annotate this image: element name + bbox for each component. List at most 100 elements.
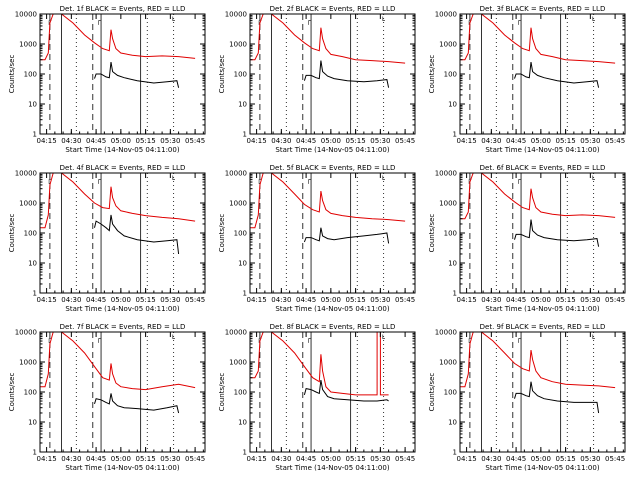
x-tick-label: 05:45	[185, 455, 205, 463]
x-tick-label: 05:30	[580, 137, 600, 145]
x-tick-label: 05:30	[370, 455, 390, 463]
y-tick-label: 10	[238, 260, 247, 268]
series-lld	[250, 14, 406, 64]
y-tick-label: 100	[24, 71, 37, 79]
x-tick-label: 05:30	[580, 296, 600, 304]
y-tick-label: 1	[453, 131, 457, 139]
series-events	[514, 381, 600, 414]
y-tick-label: 10	[448, 101, 457, 109]
plot-frame	[459, 13, 626, 135]
marker-glyph: └	[381, 16, 386, 25]
series-events	[94, 214, 180, 255]
x-tick-label: 05:15	[556, 296, 576, 304]
y-tick-label: 1000	[229, 41, 247, 49]
y-tick-label: 10	[448, 419, 457, 427]
series-lld	[40, 173, 196, 229]
panel-title: Det. 6f BLACK = Events, RED = LLD	[480, 164, 606, 172]
x-axis-label: Start Time (14-Nov-05 04:11:00)	[275, 146, 389, 154]
y-tick-label: 100	[444, 230, 457, 238]
x-tick-label: 05:45	[395, 455, 415, 463]
panel-title: Det. 5f BLACK = Events, RED = LLD	[270, 164, 396, 172]
x-tick-label: 04:15	[457, 296, 477, 304]
series-lld	[460, 332, 616, 389]
plot-frame	[39, 331, 206, 453]
y-tick-label: 1000	[439, 41, 457, 49]
y-tick-label: 100	[24, 230, 37, 238]
marker-glyph: ┌	[96, 176, 101, 184]
panel-det-9f: ┌ ┌ └ 1 10 100 1000 10000 04:15 04:30 04:45 05:00 05…	[428, 323, 626, 472]
marker-glyph: ┌	[467, 335, 472, 343]
y-tick-label: 1	[243, 290, 247, 298]
x-tick-label: 04:45	[506, 296, 526, 304]
marker-glyph: └	[171, 334, 176, 343]
x-tick-label: 05:00	[321, 137, 341, 145]
y-tick-label: 1000	[19, 200, 37, 208]
y-tick-label: 10000	[435, 11, 457, 19]
x-axis-label: Start Time (14-Nov-05 04:11:00)	[65, 146, 179, 154]
y-tick-label: 10000	[225, 11, 247, 19]
panel-title: Det. 8f BLACK = Events, RED = LLD	[270, 323, 396, 331]
y-tick-label: 100	[24, 389, 37, 397]
x-tick-label: 05:15	[136, 137, 156, 145]
x-tick-label: 05:00	[531, 137, 551, 145]
marker-glyph: └	[171, 16, 176, 25]
marker-glyph: ┌	[47, 176, 52, 184]
panel-title: Det. 2f BLACK = Events, RED = LLD	[270, 5, 396, 13]
series-lld	[460, 14, 616, 64]
x-tick-label: 05:45	[605, 455, 625, 463]
x-axis-label: Start Time (14-Nov-05 04:11:00)	[275, 305, 389, 313]
x-tick-label: 04:15	[457, 455, 477, 463]
x-tick-label: 04:45	[86, 455, 106, 463]
y-tick-label: 100	[234, 71, 247, 79]
panel-title: Det. 4f BLACK = Events, RED = LLD	[60, 164, 186, 172]
series-events	[303, 60, 390, 88]
x-tick-label: 04:30	[271, 455, 291, 463]
x-tick-label: 05:15	[556, 455, 576, 463]
x-tick-label: 04:15	[37, 455, 57, 463]
y-axis-label: Counts/sec	[8, 214, 16, 253]
x-tick-label: 05:30	[580, 455, 600, 463]
y-axis-label: Counts/sec	[218, 373, 226, 412]
x-tick-label: 04:30	[61, 296, 81, 304]
y-tick-label: 100	[444, 71, 457, 79]
y-tick-label: 10000	[15, 170, 37, 178]
panel-det-5f: ┌ ┌ └ 1 10 100 1000 10000 04:15 04:30 04:45 05:00 05…	[218, 164, 416, 313]
x-tick-label: 05:45	[605, 137, 625, 145]
x-tick-label: 04:45	[296, 455, 316, 463]
marker-glyph: └	[591, 16, 596, 25]
y-tick-label: 10	[238, 419, 247, 427]
marker-glyph: └	[171, 175, 176, 184]
panel-title: Det. 1f BLACK = Events, RED = LLD	[60, 5, 186, 13]
y-tick-label: 1	[243, 449, 247, 457]
x-tick-label: 04:45	[506, 137, 526, 145]
x-tick-label: 05:45	[185, 296, 205, 304]
panel-det-8f: ┌ ┌ └ 1 10 100 1000 10000 04:15 04:30 04:45 05:00 05…	[218, 323, 416, 472]
series-events	[94, 393, 180, 414]
marker-glyph: ┌	[306, 17, 311, 25]
series-events	[303, 380, 389, 402]
x-tick-label: 05:00	[531, 455, 551, 463]
y-tick-label: 1	[453, 290, 457, 298]
y-tick-label: 1000	[19, 41, 37, 49]
y-tick-label: 100	[444, 389, 457, 397]
marker-glyph: ┌	[96, 335, 101, 343]
x-tick-label: 04:45	[296, 296, 316, 304]
marker-glyph: └	[591, 175, 596, 184]
x-tick-label: 04:30	[481, 296, 501, 304]
x-axis-label: Start Time (14-Nov-05 04:11:00)	[485, 305, 599, 313]
x-tick-label: 04:45	[86, 137, 106, 145]
marker-glyph: └	[591, 334, 596, 343]
y-tick-label: 10	[238, 101, 247, 109]
plot-frame	[39, 13, 206, 135]
y-tick-label: 10000	[15, 329, 37, 337]
y-tick-label: 10	[448, 260, 457, 268]
x-axis-label: Start Time (14-Nov-05 04:11:00)	[485, 464, 599, 472]
y-tick-label: 10	[28, 419, 37, 427]
y-axis-label: Counts/sec	[218, 55, 226, 94]
marker-glyph: └	[381, 334, 386, 343]
y-tick-label: 10	[28, 260, 37, 268]
panel-det-4f: ┌ ┌ └ 1 10 100 1000 10000 04:15 04:30 04:45 05:00 05…	[8, 164, 206, 313]
x-tick-label: 05:45	[185, 137, 205, 145]
x-tick-label: 05:30	[160, 137, 180, 145]
